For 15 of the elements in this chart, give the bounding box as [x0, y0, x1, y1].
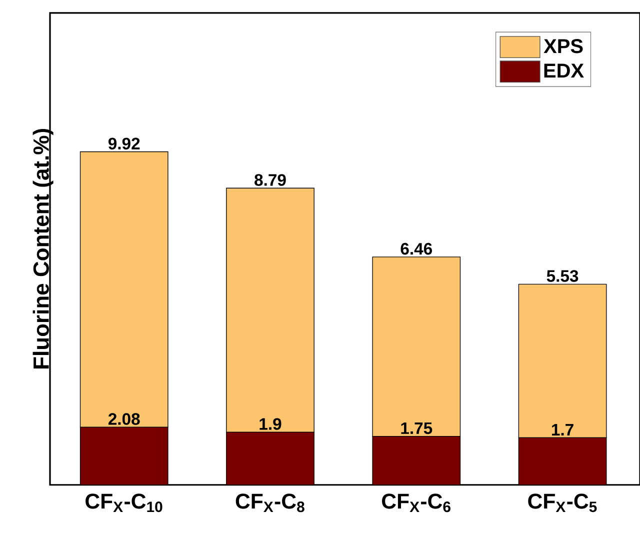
legend-label: EDX [544, 64, 584, 78]
data-label: 6.46 [400, 242, 432, 255]
data-label: 8.79 [254, 174, 286, 186]
data-label: 1.75 [401, 422, 432, 434]
x-tick-label: CF$_{X}$-C$_{5}$ [528, 494, 597, 512]
data-label: 1.9 [260, 418, 282, 430]
data-label: 1.7 [552, 424, 574, 436]
x-tick-label: CF$_{X}$-C$_{6}$ [382, 494, 450, 512]
data-label: 9.92 [108, 138, 140, 150]
data-label: 5.53 [546, 270, 578, 282]
x-tick-label: CF$_{X}$-C$_{8}$ [236, 494, 304, 512]
x-tick-label: CF$_{X}$-C$_{10}$ [86, 494, 162, 512]
legend-label: XPS [544, 39, 583, 54]
y-axis-title: Fluorine Content (at.%) [32, 129, 54, 368]
data-label: 2.08 [108, 413, 140, 425]
